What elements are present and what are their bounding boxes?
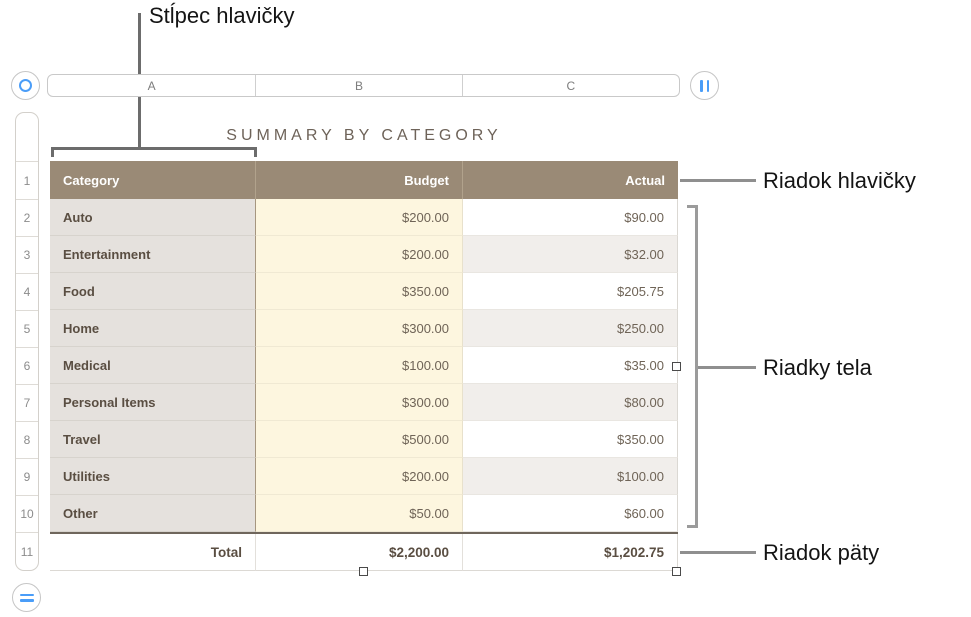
row-handle-icon <box>19 593 34 602</box>
footer-label-cell[interactable]: Total <box>50 534 256 571</box>
actual-cell[interactable]: $100.00 <box>463 458 678 495</box>
budget-cell[interactable]: $300.00 <box>256 310 463 347</box>
row-number[interactable]: 6 <box>16 347 38 384</box>
actual-cell[interactable]: $80.00 <box>463 384 678 421</box>
table-title[interactable]: SUMMARY BY CATEGORY <box>226 127 502 144</box>
header-cell-budget[interactable]: Budget <box>256 161 463 199</box>
row-number[interactable]: 8 <box>16 421 38 458</box>
category-cell[interactable]: Personal Items <box>50 384 256 421</box>
row-number[interactable]: 1 <box>16 161 38 199</box>
table-select-handle[interactable] <box>11 71 40 100</box>
row-number[interactable]: 3 <box>16 236 38 273</box>
actual-cell[interactable]: $32.00 <box>463 236 678 273</box>
table-header-row: Category Budget Actual <box>50 161 678 199</box>
category-cell[interactable]: Medical <box>50 347 256 384</box>
row-number[interactable]: 5 <box>16 310 38 347</box>
column-header-a[interactable]: A <box>48 75 257 96</box>
body-rows-leader-line <box>698 366 756 369</box>
budget-cell[interactable]: $100.00 <box>256 347 463 384</box>
resize-handle-right[interactable] <box>672 362 681 371</box>
row-number[interactable]: 2 <box>16 199 38 236</box>
table-row: Personal Items $300.00 $80.00 <box>50 384 678 421</box>
budget-cell[interactable]: $50.00 <box>256 495 463 532</box>
table-body: Auto $200.00 $90.00 Entertainment $200.0… <box>50 199 678 532</box>
category-cell[interactable]: Other <box>50 495 256 532</box>
category-cell[interactable]: Food <box>50 273 256 310</box>
category-cell[interactable]: Travel <box>50 421 256 458</box>
actual-cell[interactable]: $60.00 <box>463 495 678 532</box>
column-header-bar: A B C <box>47 74 680 97</box>
add-column-handle[interactable] <box>690 71 719 100</box>
row-number-bar: 1 2 3 4 5 6 7 8 9 10 11 <box>15 112 39 571</box>
actual-cell[interactable]: $205.75 <box>463 273 678 310</box>
actual-cell[interactable]: $250.00 <box>463 310 678 347</box>
footer-actual-cell[interactable]: $1,202.75 <box>463 534 678 571</box>
category-cell[interactable]: Utilities <box>50 458 256 495</box>
circle-icon <box>19 79 32 92</box>
resize-handle-bottom[interactable] <box>359 567 368 576</box>
footer-row-leader-line <box>680 551 756 554</box>
header-cell-category[interactable]: Category <box>50 161 256 199</box>
column-handle-icon <box>700 79 709 92</box>
footer-row-annotation: Riadok päty <box>763 540 880 565</box>
column-header-c[interactable]: C <box>566 78 576 93</box>
table-row: Food $350.00 $205.75 <box>50 273 678 310</box>
row-number-blank <box>16 113 38 161</box>
header-row-leader-line <box>680 179 756 182</box>
budget-cell[interactable]: $200.00 <box>256 199 463 236</box>
actual-cell[interactable]: $350.00 <box>463 421 678 458</box>
resize-handle-corner[interactable] <box>672 567 681 576</box>
header-cell-actual[interactable]: Actual <box>463 161 678 199</box>
row-number[interactable]: 9 <box>16 458 38 495</box>
budget-cell[interactable]: $350.00 <box>256 273 463 310</box>
body-rows-bracket <box>687 205 698 528</box>
table-row: Auto $200.00 $90.00 <box>50 199 678 236</box>
column-header-b[interactable]: B <box>256 75 463 96</box>
category-cell[interactable]: Home <box>50 310 256 347</box>
summary-table: Category Budget Actual Auto $200.00 $90.… <box>50 161 678 571</box>
category-cell[interactable]: Auto <box>50 199 256 236</box>
table-row: Other $50.00 $60.00 <box>50 495 678 532</box>
budget-cell[interactable]: $300.00 <box>256 384 463 421</box>
table-footer-row: Total $2,200.00 $1,202.75 <box>50 532 678 571</box>
budget-cell[interactable]: $200.00 <box>256 458 463 495</box>
table-row: Travel $500.00 $350.00 <box>50 421 678 458</box>
table-row: Entertainment $200.00 $32.00 <box>50 236 678 273</box>
table-row: Utilities $200.00 $100.00 <box>50 458 678 495</box>
row-number[interactable]: 7 <box>16 384 38 421</box>
header-column-annotation: Stĺpec hlavičky <box>149 3 295 28</box>
row-number[interactable]: 11 <box>16 532 38 570</box>
actual-cell[interactable]: $35.00 <box>463 347 678 384</box>
header-row-annotation: Riadok hlavičky <box>763 168 916 193</box>
table-row: Home $300.00 $250.00 <box>50 310 678 347</box>
budget-cell[interactable]: $500.00 <box>256 421 463 458</box>
body-rows-annotation: Riadky tela <box>763 355 872 380</box>
row-number[interactable]: 4 <box>16 273 38 310</box>
footer-budget-cell[interactable]: $2,200.00 <box>256 534 463 571</box>
table-row: Medical $100.00 $35.00 <box>50 347 678 384</box>
budget-cell[interactable]: $200.00 <box>256 236 463 273</box>
row-number[interactable]: 10 <box>16 495 38 532</box>
header-column-bracket <box>51 147 257 157</box>
actual-cell[interactable]: $90.00 <box>463 199 678 236</box>
category-cell[interactable]: Entertainment <box>50 236 256 273</box>
add-row-handle[interactable] <box>12 583 41 612</box>
